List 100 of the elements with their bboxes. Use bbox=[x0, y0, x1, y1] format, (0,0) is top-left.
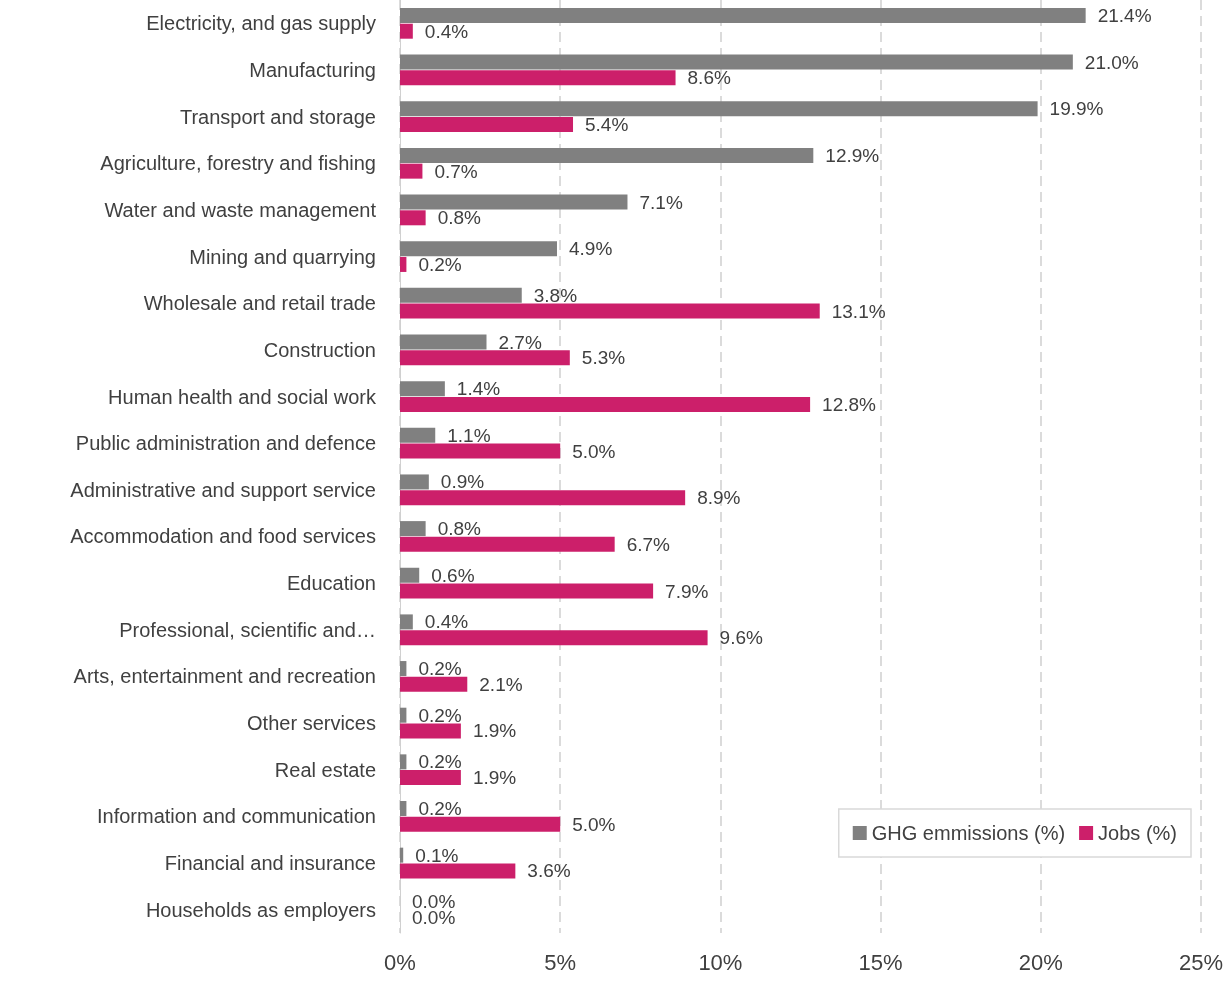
data-label: 0.9% bbox=[440, 471, 485, 493]
data-label: 9.6% bbox=[719, 627, 763, 649]
legend-label: GHG emmissions (%) bbox=[871, 822, 1066, 844]
bar bbox=[400, 241, 557, 257]
bar bbox=[400, 474, 429, 490]
bar bbox=[400, 707, 407, 723]
y-tick-label: Administrative and support service bbox=[70, 478, 376, 501]
data-label: 2.7% bbox=[498, 331, 542, 353]
data-label: 1.9% bbox=[472, 720, 517, 742]
legend-label: Jobs (%) bbox=[1098, 822, 1177, 844]
data-label: 7.1% bbox=[639, 191, 683, 213]
y-tick-label: Real estate bbox=[274, 758, 376, 781]
bar bbox=[400, 7, 1086, 23]
bar bbox=[400, 194, 628, 210]
data-label: 4.9% bbox=[569, 238, 613, 260]
y-tick-label: Financial and insurance bbox=[164, 852, 376, 875]
bar bbox=[400, 381, 445, 397]
y-tick-label: Human health and social work bbox=[108, 385, 377, 408]
y-tick-label: Professional, scientific and… bbox=[119, 618, 376, 641]
bar bbox=[400, 210, 426, 226]
data-label: 5.4% bbox=[585, 114, 629, 135]
y-tick-label: Agriculture, forestry and fishing bbox=[100, 152, 376, 175]
data-label: 5.0% bbox=[572, 813, 616, 835]
data-label: 0.2% bbox=[418, 704, 462, 726]
data-label: 1.4% bbox=[456, 378, 501, 400]
bar bbox=[400, 676, 468, 692]
bar bbox=[400, 54, 1073, 70]
bar bbox=[400, 334, 487, 350]
data-label: 21.4% bbox=[1097, 4, 1152, 26]
data-label: 0.2% bbox=[418, 751, 462, 773]
bar bbox=[400, 614, 413, 630]
x-tick-label: 5% bbox=[544, 949, 577, 975]
data-label: 3.8% bbox=[533, 284, 578, 306]
data-label: 13.1% bbox=[831, 300, 886, 322]
bar bbox=[400, 847, 404, 863]
data-label: 12.9% bbox=[825, 144, 880, 166]
bar bbox=[400, 147, 814, 163]
bar bbox=[400, 521, 426, 537]
y-tick-label: Information and communication bbox=[96, 805, 376, 828]
data-label: 0.1% bbox=[415, 844, 459, 866]
x-tick-label: 15% bbox=[858, 949, 903, 975]
bar bbox=[400, 443, 561, 459]
x-tick-label: 25% bbox=[1178, 949, 1224, 975]
y-tick-label: Other services bbox=[247, 712, 376, 735]
data-label: 12.8% bbox=[822, 393, 877, 415]
data-label: 8.6% bbox=[687, 67, 731, 89]
y-tick-label: Transport and storage bbox=[179, 105, 376, 128]
data-label: 0.6% bbox=[431, 564, 475, 586]
bar bbox=[400, 583, 654, 599]
bar bbox=[400, 163, 423, 179]
data-label: 5.3% bbox=[581, 347, 626, 369]
bar bbox=[400, 723, 461, 739]
bar bbox=[400, 863, 516, 879]
bar bbox=[400, 816, 561, 832]
y-tick-label: Households as employers bbox=[145, 898, 376, 921]
bar bbox=[400, 256, 407, 272]
y-tick-label: Manufacturing bbox=[249, 58, 376, 81]
data-label: 0.2% bbox=[418, 658, 462, 680]
data-label: 8.9% bbox=[697, 487, 741, 509]
bar bbox=[400, 70, 676, 86]
bar bbox=[400, 630, 708, 646]
y-tick-label: Accommodation and food services bbox=[70, 525, 376, 548]
data-label: 6.7% bbox=[626, 533, 671, 555]
y-tick-label: Construction bbox=[263, 338, 376, 361]
bar bbox=[400, 661, 407, 677]
bar bbox=[400, 567, 420, 583]
bar bbox=[400, 770, 461, 786]
y-tick-label: Mining and quarrying bbox=[189, 245, 376, 268]
y-tick-label: Water and waste management bbox=[104, 198, 377, 221]
bar bbox=[400, 427, 436, 443]
data-label: 1.9% bbox=[472, 767, 517, 789]
data-label: 21.0% bbox=[1084, 51, 1139, 73]
bar bbox=[400, 536, 615, 552]
bar bbox=[400, 350, 570, 366]
y-tick-label: Public administration and defence bbox=[75, 432, 376, 455]
bar bbox=[400, 303, 820, 319]
bar bbox=[400, 801, 407, 816]
data-label: 0.4% bbox=[424, 20, 469, 42]
data-label: 2.1% bbox=[479, 673, 523, 695]
x-tick-label: 0% bbox=[384, 949, 416, 975]
data-label: 0.7% bbox=[434, 160, 478, 182]
data-label: 0.2% bbox=[418, 798, 462, 819]
x-tick-label: 20% bbox=[1018, 949, 1063, 975]
bar bbox=[400, 23, 413, 39]
x-tick-label: 10% bbox=[698, 949, 743, 975]
data-label: 5.0% bbox=[572, 440, 616, 462]
data-label: 0.8% bbox=[437, 518, 482, 540]
bar bbox=[400, 490, 686, 506]
data-label: 0.8% bbox=[437, 207, 482, 229]
data-label: 7.9% bbox=[665, 580, 709, 602]
data-label: 3.6% bbox=[527, 860, 571, 882]
data-label: 19.9% bbox=[1049, 98, 1104, 120]
bar bbox=[400, 117, 574, 132]
y-tick-label: Education bbox=[287, 572, 376, 595]
bar bbox=[400, 101, 1038, 117]
y-tick-label: Electricity, and gas supply bbox=[146, 12, 376, 35]
y-tick-label: Wholesale and retail trade bbox=[143, 292, 376, 315]
data-label: 1.1% bbox=[447, 424, 491, 446]
bar bbox=[400, 754, 407, 770]
data-label: 0.0% bbox=[412, 907, 456, 929]
